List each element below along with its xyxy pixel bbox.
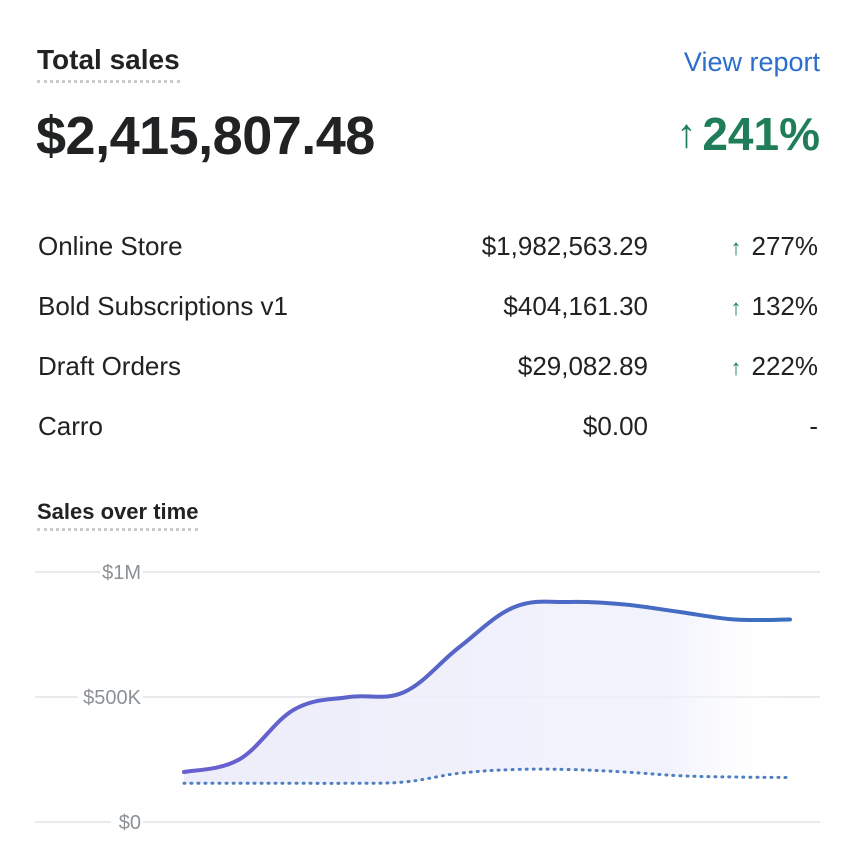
y-tick-label-bg [100, 560, 143, 584]
arrow-up-icon: ↑ [676, 112, 697, 156]
channel-change-value: 222% [751, 351, 819, 381]
chart-svg: $1M $500K $0 [35, 560, 820, 834]
arrow-up-icon: ↑ [730, 235, 742, 260]
y-tick-label: $1M [102, 562, 141, 584]
channel-change: ↑ 132% [731, 286, 819, 328]
channel-change: ↑ 222% [731, 346, 819, 388]
chart-title[interactable]: Sales over time [37, 499, 199, 531]
channel-row: Bold Subscriptions v1 $404,161.30 ↑ 132% [38, 286, 818, 346]
channel-amount: $0.00 [582, 411, 648, 441]
channel-change: - [809, 406, 818, 446]
series-area-fill [184, 601, 790, 784]
y-tick-label: $0 [119, 812, 141, 834]
current-series-line [182, 599, 792, 774]
channel-change: ↑ 277% [731, 226, 819, 268]
sales-over-time-chart[interactable]: $1M $500K $0 [0, 550, 852, 846]
y-tick-label-bg [78, 685, 143, 709]
total-change-value: 241% [702, 108, 820, 160]
card-title[interactable]: Total sales [37, 44, 180, 83]
y-tick-label-bg [111, 810, 143, 834]
arrow-up-icon: ↑ [730, 295, 742, 320]
channel-change-value: 277% [751, 231, 819, 261]
total-sales-value: $2,415,807.48 [36, 106, 375, 166]
comparison-series-line [182, 767, 792, 785]
channel-row: Online Store $1,982,563.29 ↑ 277% [38, 226, 818, 286]
view-report-link[interactable]: View report [683, 47, 820, 77]
channel-name: Carro [38, 411, 104, 441]
channel-breakdown-list: Online Store $1,982,563.29 ↑ 277% Bold Su… [38, 226, 818, 466]
channel-name: Bold Subscriptions v1 [38, 291, 289, 321]
channel-name: Draft Orders [38, 351, 182, 381]
y-tick-label: $500K [83, 687, 141, 709]
channel-amount: $404,161.30 [503, 291, 648, 321]
channel-amount: $29,082.89 [517, 351, 648, 381]
total-change-badge: ↑ 241% [676, 104, 820, 164]
channel-name: Online Store [38, 231, 183, 261]
channel-change-value: - [809, 411, 818, 441]
arrow-up-icon: ↑ [730, 355, 742, 380]
channel-row: Carro $0.00 - [38, 406, 818, 466]
channel-amount: $1,982,563.29 [481, 231, 648, 261]
channel-change-value: 132% [751, 291, 819, 321]
channel-row: Draft Orders $29,082.89 ↑ 222% [38, 346, 818, 406]
